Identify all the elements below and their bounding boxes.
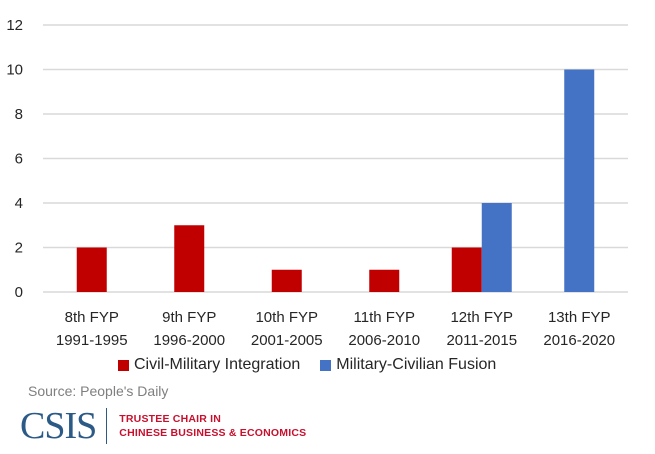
logo-line-2: CHINESE BUSINESS & ECONOMICS bbox=[119, 427, 307, 439]
x-tick-label-0-1: 1991-1995 bbox=[56, 332, 128, 349]
x-axis-ticks: 8th FYP 1991-1995 9th FYP 1996-2000 10th FYP… bbox=[56, 309, 615, 349]
logo-divider bbox=[106, 408, 108, 444]
bar-mcf-5 bbox=[564, 69, 595, 292]
legend-label-mcf: Military-Civilian Fusion bbox=[336, 356, 497, 373]
legend: Civil-Military Integration Military-Civi… bbox=[118, 356, 496, 374]
source-note: Source: People's Daily bbox=[28, 383, 169, 399]
y-tick-label-12: 12 bbox=[6, 17, 23, 34]
y-tick-label-8: 8 bbox=[15, 106, 23, 123]
y-tick-label-6: 6 bbox=[15, 151, 23, 168]
bars bbox=[76, 69, 595, 292]
y-axis-ticks: 0 2 4 6 8 10 12 bbox=[6, 17, 23, 301]
legend-swatch-mcf bbox=[320, 359, 332, 371]
x-tick-label-2-0: 10th FYP bbox=[255, 309, 318, 326]
bar-cmi-4 bbox=[451, 247, 482, 292]
legend-item-cmi: Civil-Military Integration bbox=[118, 356, 300, 374]
x-tick-label-4-0: 12th FYP bbox=[450, 309, 513, 326]
bar-cmi-3 bbox=[369, 269, 400, 292]
x-tick-label-1-0: 9th FYP bbox=[162, 309, 216, 326]
x-tick-label-5-0: 13th FYP bbox=[548, 309, 611, 326]
legend-swatch-cmi bbox=[118, 359, 129, 371]
x-tick-label-3-1: 2006-2010 bbox=[348, 332, 420, 349]
bar-chart: 0 2 4 6 8 10 12 8th FYP 1991-1995 9th FYP 1996-20… bbox=[6, 17, 628, 349]
legend-item-mcf: Military-Civilian Fusion bbox=[320, 356, 496, 374]
logo-line-1: TRUSTEE CHAIR IN bbox=[119, 413, 222, 425]
bar-mcf-4 bbox=[481, 203, 512, 292]
csis-logo: CSIS TRUSTEE CHAIR IN CHINESE BUSINESS &… bbox=[20, 407, 306, 445]
y-tick-label-0: 0 bbox=[15, 284, 23, 301]
y-tick-label-2: 2 bbox=[15, 240, 23, 257]
x-tick-label-2-1: 2001-2005 bbox=[251, 332, 323, 349]
y-tick-label-10: 10 bbox=[6, 62, 23, 79]
csis-wordmark: CSIS bbox=[20, 405, 97, 447]
bar-cmi-2 bbox=[271, 269, 302, 292]
x-tick-label-3-0: 11th FYP bbox=[354, 309, 415, 326]
x-tick-label-0-0: 8th FYP bbox=[65, 309, 119, 326]
bar-cmi-1 bbox=[174, 225, 205, 292]
y-tick-label-4: 4 bbox=[15, 195, 23, 212]
x-tick-label-4-1: 2011-2015 bbox=[446, 332, 517, 349]
bar-cmi-0 bbox=[76, 247, 107, 292]
x-tick-label-1-1: 1996-2000 bbox=[153, 332, 225, 349]
legend-label-cmi: Civil-Military Integration bbox=[134, 356, 301, 373]
gridlines bbox=[43, 24, 628, 293]
logo-tagline: TRUSTEE CHAIR IN CHINESE BUSINESS & ECON… bbox=[119, 412, 306, 440]
x-tick-label-5-1: 2016-2020 bbox=[543, 332, 615, 349]
